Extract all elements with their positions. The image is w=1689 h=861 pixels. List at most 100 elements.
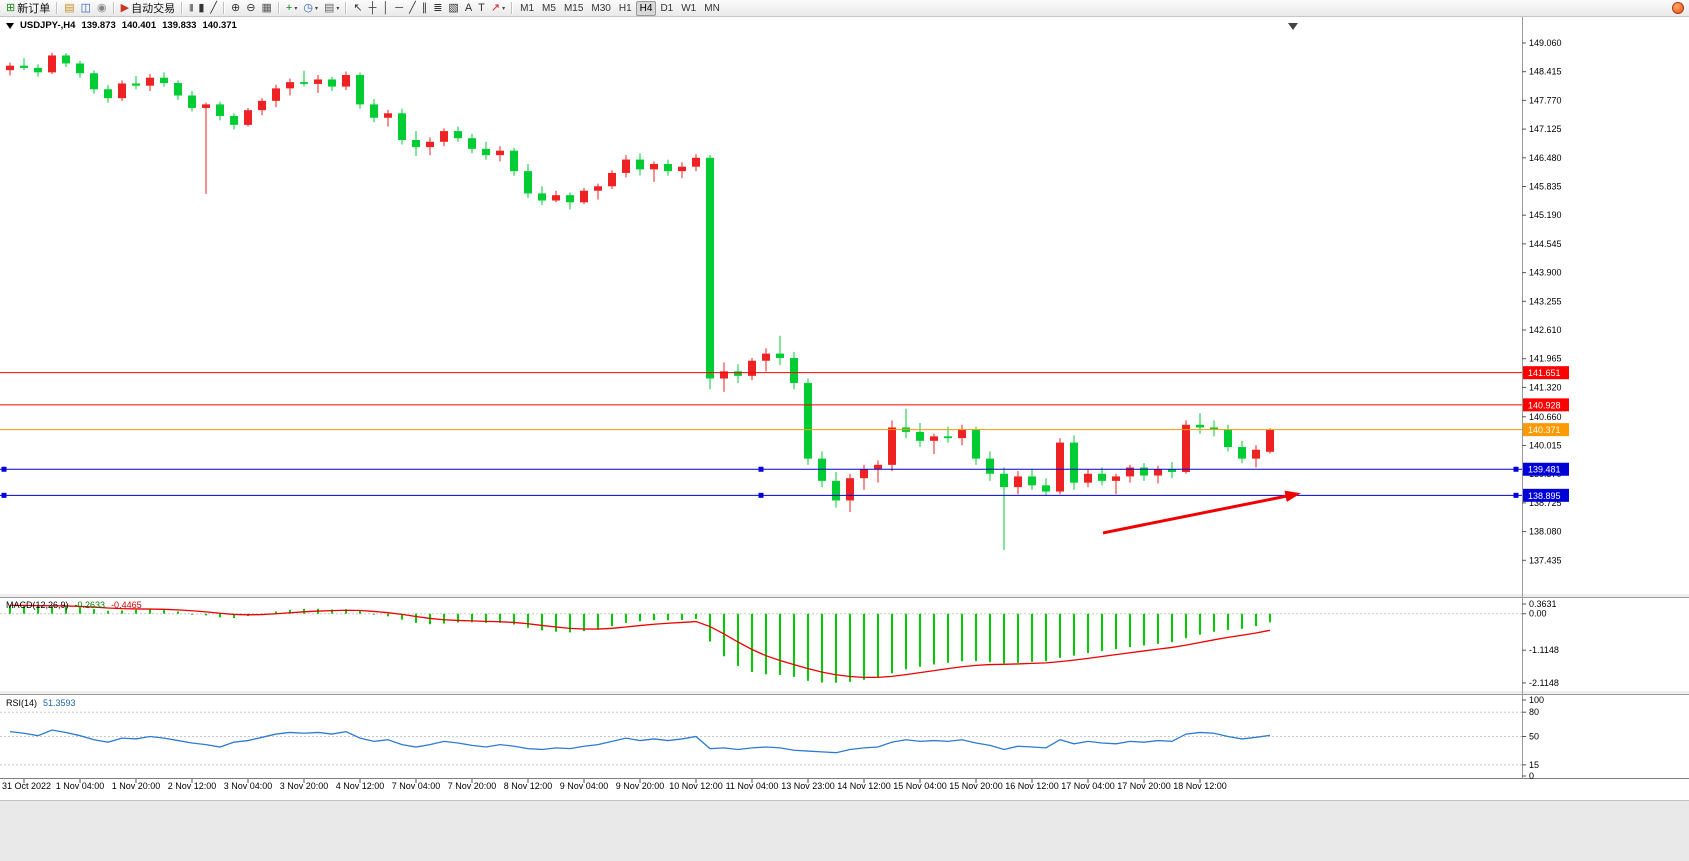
toolbar-group-autotrading: ▶ 自动交易 xyxy=(118,1,178,16)
zoom-in-icon: ⊕ xyxy=(231,1,241,14)
trend-arrow-head xyxy=(1284,490,1301,502)
price-badge xyxy=(1523,423,1569,437)
candle-up xyxy=(958,429,966,439)
time-axis-label: 15 Nov 04:00 xyxy=(893,781,947,791)
candle-down xyxy=(454,131,462,139)
market-watch-button[interactable]: ◫ xyxy=(78,1,94,16)
candle-down xyxy=(1000,473,1008,488)
candle-up xyxy=(1014,476,1022,488)
tf-m1[interactable]: M1 xyxy=(516,1,538,16)
notification-icon[interactable] xyxy=(1672,2,1684,14)
candle-down xyxy=(524,171,532,194)
text-label-icon: T xyxy=(478,1,485,14)
chart-shift-marker[interactable] xyxy=(1288,23,1298,30)
price-axis-label: 141.320 xyxy=(1529,382,1562,392)
candle-down xyxy=(216,104,224,116)
tf-h4[interactable]: H4 xyxy=(635,0,657,16)
toolbar-separator xyxy=(223,2,226,14)
pane-splitter[interactable] xyxy=(0,690,1689,695)
tf-m5[interactable]: M5 xyxy=(538,1,560,16)
candle-down xyxy=(972,429,980,459)
ohlc-low: 139.833 xyxy=(162,20,197,31)
chart-canvas[interactable]: 31 Oct 2022 1 Nov 04:00 1 Nov 20:00 2 Nov 1… xyxy=(0,17,1689,800)
zoom-in-button[interactable]: ⊕ xyxy=(228,1,243,16)
macd-axis-label: -1.1148 xyxy=(1529,645,1559,655)
candle-down xyxy=(188,95,196,108)
tf-d1[interactable]: D1 xyxy=(656,1,677,16)
tf-mn[interactable]: MN xyxy=(700,1,724,16)
trend-arrow[interactable] xyxy=(1102,492,1297,535)
autotrading-button[interactable]: ▶ 自动交易 xyxy=(118,1,178,16)
channel-icon: ∥ xyxy=(421,1,428,14)
candle-up xyxy=(272,88,280,101)
candle-down xyxy=(1168,469,1176,472)
channel-button[interactable]: ∥ xyxy=(419,1,431,16)
price-badge-label: 140.371 xyxy=(1528,425,1561,435)
rsi-axis-label: 0 xyxy=(1529,771,1534,781)
fibonacci-button[interactable]: ≣ xyxy=(430,1,445,16)
time-axis-label: 1 Nov 04:00 xyxy=(56,781,105,791)
text-label-button[interactable]: T xyxy=(475,1,488,16)
tf-m15-label: M15 xyxy=(563,2,584,14)
indicators-button[interactable]: + ▾ xyxy=(283,1,300,16)
chart-background xyxy=(0,17,1689,800)
candle-down xyxy=(468,138,476,149)
price-axis-label: 147.125 xyxy=(1529,124,1562,134)
chart-window: 31 Oct 2022 1 Nov 04:00 1 Nov 20:00 2 Nov 1… xyxy=(0,17,1689,800)
candle-down xyxy=(370,104,378,118)
price-badge-label: 139.481 xyxy=(1528,465,1561,475)
price-axis[interactable] xyxy=(1522,17,1689,778)
tf-h4-label: H4 xyxy=(639,2,653,14)
tf-m30[interactable]: M30 xyxy=(587,1,614,16)
toolbar-separator xyxy=(511,2,514,14)
line-handle[interactable] xyxy=(758,492,764,498)
candle-down xyxy=(1210,427,1218,430)
crosshair-button[interactable]: ┼ xyxy=(366,1,380,16)
new-order-button[interactable]: ⊞ 新订单 xyxy=(3,1,53,16)
candle-down xyxy=(636,159,644,170)
time-axis-label: 9 Nov 04:00 xyxy=(560,781,609,791)
trendline-button[interactable]: ╱ xyxy=(406,1,419,16)
bar-chart-button[interactable]: ||| xyxy=(186,1,195,16)
cursor-button[interactable]: ↖ xyxy=(350,1,365,16)
line-handle[interactable] xyxy=(758,466,764,472)
line-handle[interactable] xyxy=(1,466,7,472)
shapes-button[interactable]: ▧ xyxy=(445,1,461,16)
macd-axis-label: 0.00 xyxy=(1529,609,1547,619)
candle-down xyxy=(230,115,238,125)
trendline-icon: ╱ xyxy=(409,1,416,14)
templates-button[interactable]: ▤ ▾ xyxy=(321,1,342,16)
time-axis-label: 1 Nov 20:00 xyxy=(112,781,161,791)
horizontal-line-button[interactable]: ─ xyxy=(392,1,406,16)
price-axis-label: 143.900 xyxy=(1529,268,1562,278)
tf-m15[interactable]: M15 xyxy=(560,1,587,16)
candle-up xyxy=(552,195,560,201)
time-axis-label: 4 Nov 12:00 xyxy=(336,781,385,791)
tf-h1[interactable]: H1 xyxy=(615,1,636,16)
candle-down xyxy=(566,195,574,203)
candle-up xyxy=(622,159,630,173)
candle-down xyxy=(790,358,798,383)
time-axis-label: 31 Oct 2022 xyxy=(2,781,51,791)
line-handle[interactable] xyxy=(1,492,7,498)
chart-profiles-button[interactable]: ▤ xyxy=(61,1,77,16)
pane-splitter[interactable] xyxy=(0,593,1689,598)
time-axis[interactable] xyxy=(0,779,1689,800)
candlestick-chart-button[interactable]: ▮ xyxy=(195,1,207,16)
candle-up xyxy=(1154,469,1162,476)
periods-button[interactable]: ◷ ▾ xyxy=(300,1,321,16)
line-handle[interactable] xyxy=(1513,466,1519,472)
zoom-out-button[interactable]: ⊖ xyxy=(243,1,258,16)
vertical-line-button[interactable]: │ xyxy=(379,1,392,16)
line-handle[interactable] xyxy=(1513,492,1519,498)
text-button[interactable]: A xyxy=(462,1,475,16)
arrows-button[interactable]: ↗ ▾ xyxy=(488,1,508,16)
one-click-trading-toggle-icon[interactable] xyxy=(6,22,14,29)
indicators-icon: + xyxy=(285,1,293,14)
signals-button[interactable]: ◉ xyxy=(94,1,110,16)
candle-up xyxy=(1252,449,1260,459)
tf-w1[interactable]: W1 xyxy=(677,1,700,16)
line-chart-button[interactable]: ╱ xyxy=(207,1,220,16)
rsi-name: RSI(14) xyxy=(6,698,38,708)
tile-windows-button[interactable]: ▦ xyxy=(258,1,274,16)
